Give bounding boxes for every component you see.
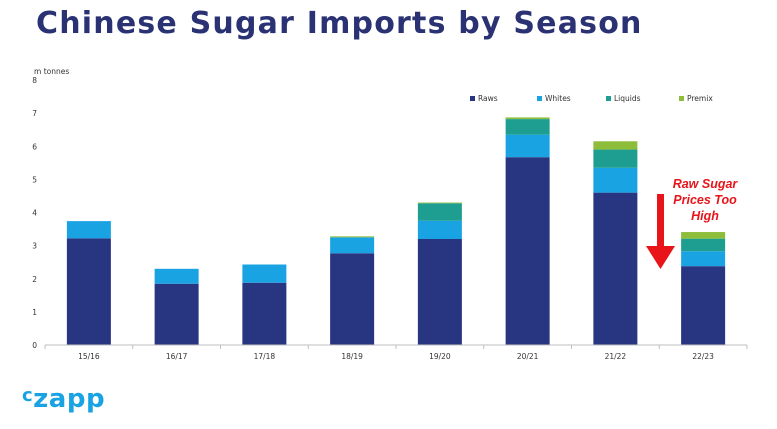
bar-segment-raws: [330, 253, 375, 345]
legend-swatch-whites: [537, 96, 542, 101]
y-tick-label: 8: [32, 76, 37, 85]
bar-segment-whites: [242, 264, 287, 283]
legend-swatch-raws: [470, 96, 475, 101]
legend-swatch-premix: [679, 96, 684, 101]
y-tick-label: 6: [32, 142, 37, 151]
x-tick-label: 21/22: [605, 352, 627, 361]
y-tick-label: 4: [32, 209, 37, 218]
bar-segment-liquids: [417, 203, 462, 221]
bar-segment-whites: [681, 251, 726, 267]
y-tick-label: 3: [32, 242, 37, 251]
x-tick-label: 20/21: [517, 352, 539, 361]
bar-segment-whites: [593, 167, 638, 193]
bar-segment-premix: [593, 141, 638, 150]
bar-segment-raws: [154, 283, 199, 345]
x-tick-label: 19/20: [429, 352, 451, 361]
czapp-logo: czapp: [22, 384, 105, 414]
bar-segment-whites: [66, 221, 111, 239]
bar-segment-liquids: [681, 238, 726, 252]
legend-label: Raws: [478, 94, 498, 103]
y-tick-label: 5: [32, 175, 37, 184]
bar-segment-whites: [330, 237, 375, 254]
annotation-line-1: Raw Sugar: [672, 177, 738, 191]
down-arrow-shaft: [657, 194, 664, 246]
legend-label: Premix: [687, 94, 713, 103]
bar-segment-liquids: [505, 119, 550, 135]
bar-segment-premix: [330, 236, 375, 238]
x-tick-label: 15/16: [78, 352, 100, 361]
bar-segment-raws: [681, 266, 726, 345]
legend-label: Whites: [545, 94, 571, 103]
y-tick-label: 1: [32, 308, 37, 317]
bar-segment-raws: [417, 239, 462, 345]
legend-label: Liquids: [614, 94, 641, 103]
bar-segment-raws: [66, 238, 111, 345]
y-tick-label: 2: [32, 275, 37, 284]
bar-segment-whites: [417, 220, 462, 239]
logo-text: zapp: [33, 384, 106, 414]
bar-segment-raws: [242, 282, 287, 345]
x-tick-label: 22/23: [692, 352, 714, 361]
bar-segment-premix: [417, 202, 462, 204]
bar-segment-liquids: [593, 149, 638, 168]
annotation-line-2: Prices Too: [673, 193, 737, 207]
y-tick-label: 0: [32, 341, 37, 350]
price-annotation: Raw Sugar Prices Too High: [663, 176, 747, 224]
x-tick-label: 16/17: [166, 352, 188, 361]
y-axis-label: m tonnes: [34, 67, 69, 76]
annotation-line-3: High: [691, 209, 719, 223]
bar-segment-whites: [154, 268, 199, 284]
logo-prefix: c: [22, 385, 34, 406]
down-arrow-icon: [646, 246, 675, 269]
x-tick-label: 18/19: [341, 352, 363, 361]
page-title: Chinese Sugar Imports by Season: [36, 6, 643, 41]
bar-segment-premix: [681, 232, 726, 239]
bar-segment-premix: [505, 117, 550, 120]
bar-segment-whites: [505, 134, 550, 158]
x-tick-label: 17/18: [254, 352, 276, 361]
legend-swatch-liquids: [606, 96, 611, 101]
bar-segment-raws: [505, 157, 550, 345]
y-tick-label: 7: [32, 109, 37, 118]
bar-segment-raws: [593, 192, 638, 345]
